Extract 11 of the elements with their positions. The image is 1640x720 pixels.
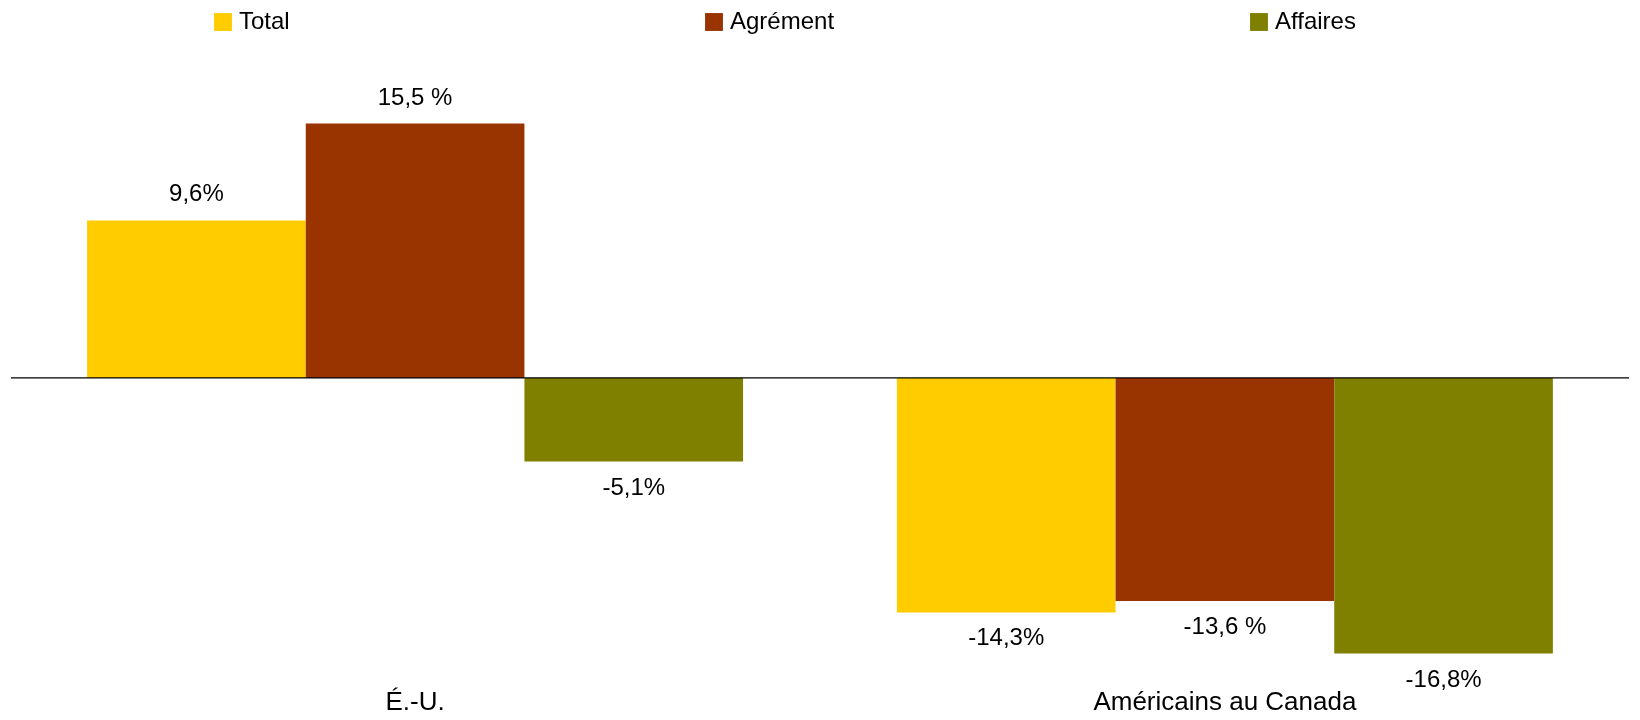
data-label: -16,8%	[1405, 664, 1482, 692]
x-tick-label: É.-U.	[385, 685, 445, 716]
legend-label: Total	[239, 7, 290, 34]
data-label: -13,6 %	[1183, 612, 1267, 640]
data-label: 15,5 %	[377, 82, 453, 110]
data-label: -5,1%	[602, 472, 666, 500]
legend-label: Affaires	[1275, 7, 1356, 34]
data-label: -14,3%	[968, 623, 1045, 651]
data-label: 9,6%	[169, 179, 224, 207]
x-tick-label: Américains au Canada	[1093, 685, 1357, 716]
legend-label: Agrément	[730, 7, 835, 34]
